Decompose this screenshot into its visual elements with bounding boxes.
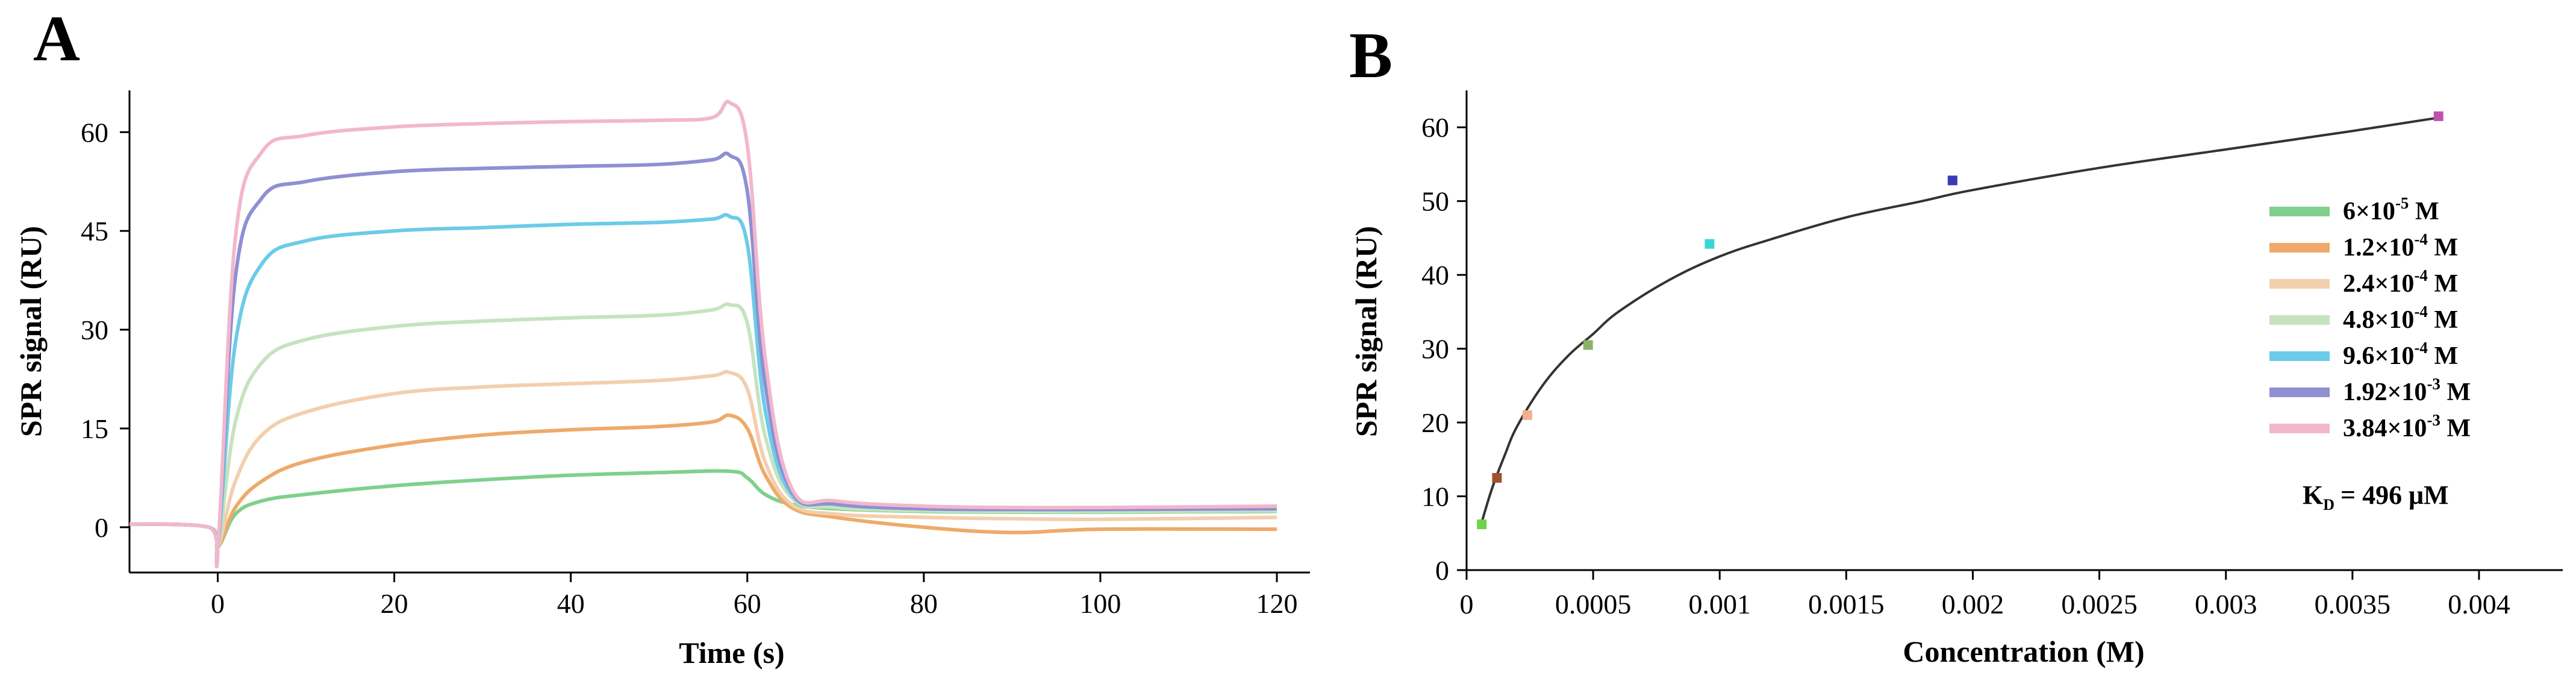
panel-a-x-tick-label: 80 (910, 588, 938, 619)
panel-b-y-tick-label: 20 (1421, 407, 1449, 438)
panel-a-y-tick-label: 60 (81, 117, 108, 148)
legend-label-5: 9.6×10-4 M (2343, 339, 2458, 370)
panel-b-letter: B (1349, 20, 1392, 92)
panel-b-y-tick-label: 60 (1421, 112, 1449, 143)
panel-b-x-tick-label: 0 (1460, 589, 1474, 620)
panel-b-y-label: SPR signal (RU) (1349, 226, 1383, 437)
panel-a-x-label: Time (s) (679, 636, 784, 670)
panel-a-x-tick-label: 20 (381, 588, 408, 619)
panel-b-x-tick-label: 0.002 (1942, 589, 2004, 620)
legend-swatch-5 (2269, 351, 2330, 361)
panel-a-x-tick-label: 0 (211, 588, 225, 619)
legend-swatch-2 (2269, 243, 2330, 253)
legend-label-1: 6×10-5 M (2343, 194, 2439, 225)
kd-value: = 496 μM (2341, 480, 2449, 510)
panel-a-series-line-7 (129, 99, 1277, 569)
panel-b-legend: 6×10-5 M 1.2×10-4 M 2.4×10-4 M 4.8×10-4 M 9.… (2269, 194, 2471, 442)
panel-a-letter: A (33, 3, 80, 75)
panel-b-x-tick-label: 0.0005 (1555, 589, 1632, 620)
panel-b-data-point-3 (1522, 410, 1532, 420)
panel-b-fit-group (1480, 116, 2439, 522)
panel-a-series-line-2 (129, 413, 1277, 550)
panel-b-points-group (1477, 111, 2443, 530)
kd-symbol: K (2303, 480, 2323, 510)
panel-b-data-point-5 (1704, 239, 1715, 249)
panel-a-series-line-3 (129, 369, 1277, 551)
panel-b-y-tick-label: 40 (1421, 260, 1449, 290)
panel-a-x-tick-label: 60 (734, 588, 761, 619)
panel-b-y-tick-label: 50 (1421, 186, 1449, 217)
panel-a-y-tick-label: 0 (95, 512, 108, 543)
legend-label-6: 1.92×10-3 M (2343, 375, 2471, 406)
panel-b-data-point-7 (2433, 111, 2443, 121)
kd-subscript: D (2323, 496, 2334, 513)
panel-a-series-line-6 (129, 151, 1277, 566)
legend-swatch-7 (2269, 424, 2330, 433)
panel-b-y-tick-label: 30 (1421, 334, 1449, 365)
legend-label-2: 1.2×10-4 M (2343, 230, 2458, 262)
panel-b: B 0 0.0005 0.001 0.0015 0.002 0.0025 0.003 0.00… (1349, 20, 2563, 668)
legend-swatch-6 (2269, 387, 2330, 397)
panel-a-x-tick-label: 100 (1079, 588, 1121, 619)
panel-a-series-group (129, 99, 1277, 569)
panel-a-y-tick-label: 45 (81, 216, 108, 246)
panel-b-y-tick-label: 10 (1421, 482, 1449, 512)
panel-a-y-tick-label: 30 (81, 315, 108, 345)
legend-label-7: 3.84×10-3 M (2343, 411, 2471, 442)
panel-b-y-tick-label: 0 (1435, 555, 1449, 586)
panel-a-y-tick-label: 15 (81, 413, 108, 444)
panel-b-data-point-4 (1583, 340, 1593, 350)
panel-b-fit-curve (1480, 116, 2439, 522)
kd-annotation: KD = 496 μM (2303, 480, 2449, 513)
panel-b-data-point-1 (1477, 519, 1487, 530)
panel-a-x-tick-label: 40 (557, 588, 585, 619)
panel-b-x-tick-label: 0.0015 (1808, 589, 1885, 620)
panel-a-y-label: SPR signal (RU) (14, 226, 48, 437)
panel-b-x-tick-label: 0.0025 (2061, 589, 2138, 620)
panel-b-ticks: 0 0.0005 0.001 0.0015 0.002 0.0025 0.003 0.0035… (1421, 112, 2510, 620)
panel-b-x-tick-label: 0.003 (2195, 589, 2257, 620)
panel-a-x-tick-label: 120 (1256, 588, 1298, 619)
legend-swatch-3 (2269, 279, 2330, 289)
panel-a-series-line-4 (129, 302, 1277, 554)
panel-b-x-label: Concentration (M) (1903, 635, 2144, 668)
panel-b-x-tick-label: 0.0035 (2315, 589, 2391, 620)
legend-swatch-4 (2269, 315, 2330, 325)
panel-b-x-tick-label: 0.001 (1688, 589, 1751, 620)
panel-b-data-point-2 (1492, 472, 1502, 483)
panel-a-ticks: 0 20 40 60 80 100 120 0 15 30 45 60 (81, 117, 1298, 619)
panel-a: A 0 20 40 60 80 100 120 0 15 30 45 60 Time (s) SPR … (14, 3, 1310, 670)
panel-b-data-point-6 (1947, 175, 1957, 186)
legend-swatch-1 (2269, 207, 2330, 216)
panel-b-x-tick-label: 0.004 (2448, 589, 2510, 620)
legend-label-3: 2.4×10-4 M (2343, 266, 2458, 298)
legend-label-4: 4.8×10-4 M (2343, 303, 2458, 334)
